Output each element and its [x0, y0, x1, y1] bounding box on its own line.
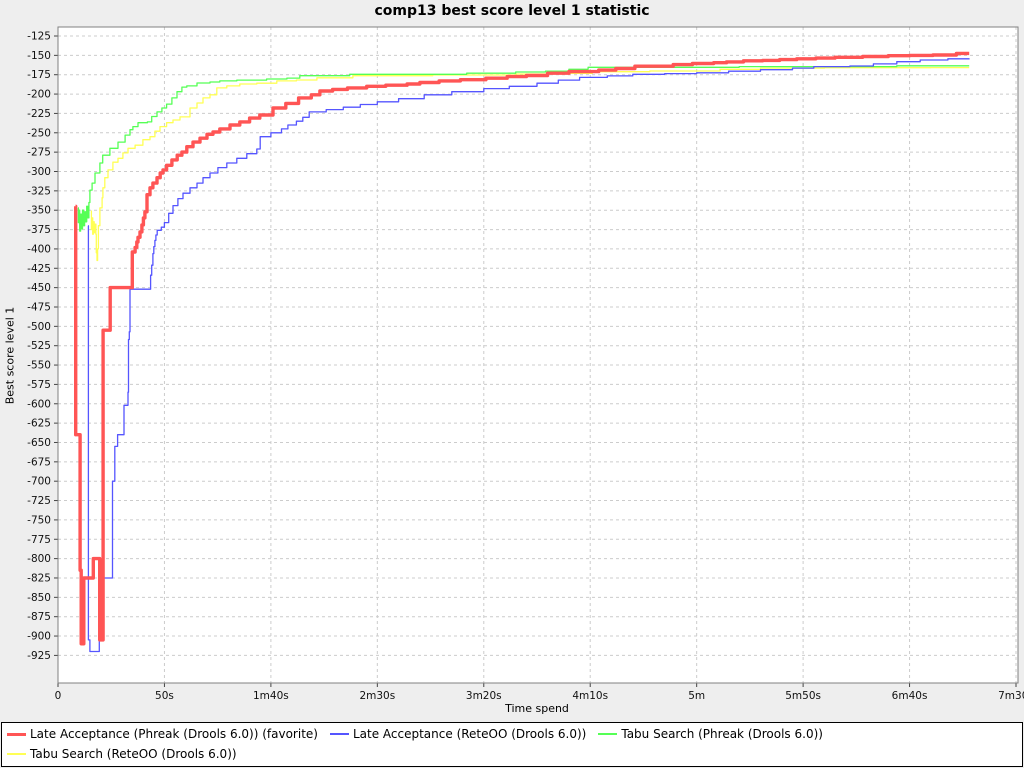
y-tick-label: -700 [27, 476, 51, 488]
axis-tick-labels: -125 -150 -175 -200 -225 -250 -275 -300 -325 -350… [27, 31, 1024, 703]
chart-title: comp13 best score level 1 statistic [374, 3, 650, 19]
x-tick-label: 5m [688, 690, 705, 702]
y-tick-label: -200 [27, 89, 51, 101]
y-tick-label: -125 [27, 31, 51, 43]
y-tick-label: -475 [27, 301, 51, 313]
y-tick-label: -225 [27, 108, 51, 120]
gridlines [57, 27, 1018, 683]
x-axis-label: Time spend [505, 702, 569, 715]
series-line-tabu-search-reteoo [90, 66, 970, 262]
y-tick-label: -275 [27, 147, 51, 159]
y-tick-label: -500 [27, 321, 51, 333]
y-tick-label: -375 [27, 224, 51, 236]
y-tick-label: -350 [27, 205, 51, 217]
y-tick-label: -550 [27, 360, 51, 372]
y-tick-label: -600 [27, 398, 51, 410]
legend-marker-yellow-line [7, 753, 26, 755]
legend-marker-red-line [7, 732, 26, 736]
x-tick-label: 0 [55, 690, 62, 702]
y-tick-label: -150 [27, 50, 51, 62]
y-tick-label: -925 [27, 650, 51, 662]
x-tick-label: 7m30s [998, 690, 1024, 702]
y-tick-label: -300 [27, 166, 51, 178]
y-tick-label: -450 [27, 282, 51, 294]
y-tick-label: -425 [27, 263, 51, 275]
y-tick-label: -800 [27, 553, 51, 565]
plot-background [58, 27, 1018, 683]
y-tick-label: -175 [27, 69, 51, 81]
y-tick-label: -875 [27, 611, 51, 623]
y-tick-label: -250 [27, 127, 51, 139]
y-tick-label: -400 [27, 243, 51, 255]
y-tick-label: -525 [27, 340, 51, 352]
y-tick-label: -650 [27, 437, 51, 449]
legend-item-tabu-search-reteoo: Tabu Search (ReteOO (Drools 6.0)) [7, 744, 237, 764]
legend-label: Late Acceptance (Phreak (Drools 6.0)) (f… [30, 727, 318, 741]
legend-item-late-acceptance-reteoo: Late Acceptance (ReteOO (Drools 6.0)) [329, 724, 587, 744]
plot-border [57, 26, 1019, 684]
plot-area: -125 -150 -175 -200 -225 -250 -275 -300 -325 -350… [27, 26, 1024, 703]
y-tick-label: -900 [27, 631, 51, 643]
y-tick-label: -725 [27, 495, 51, 507]
series-line-tabu-search-phreak [77, 65, 970, 232]
axis-ticks [54, 35, 1017, 687]
legend-label: Tabu Search (Phreak (Drools 6.0)) [621, 727, 823, 741]
y-tick-label: -750 [27, 514, 51, 526]
legend-box: Late Acceptance (Phreak (Drools 6.0)) (f… [1, 722, 1023, 767]
x-tick-label: 2m30s [359, 690, 395, 702]
legend-item-tabu-search-phreak: Tabu Search (Phreak (Drools 6.0)) [598, 724, 823, 744]
y-tick-label: -775 [27, 534, 51, 546]
x-tick-label: 3m20s [466, 690, 502, 702]
series-line-late-acceptance-phreak [74, 51, 970, 646]
y-tick-label: -325 [27, 185, 51, 197]
series-line-late-acceptance-reteoo [87, 58, 970, 653]
x-tick-label: 5m50s [785, 690, 821, 702]
x-tick-label: 1m40s [253, 690, 289, 702]
x-tick-label: 50s [155, 690, 174, 702]
series-lines [74, 51, 970, 653]
y-tick-label: -675 [27, 456, 51, 468]
y-axis-label: Best score level 1 [3, 306, 17, 405]
legend-marker-green-line [598, 733, 618, 735]
legend-label: Late Acceptance (ReteOO (Drools 6.0)) [352, 727, 587, 741]
x-tick-label: 4m10s [572, 690, 608, 702]
y-tick-label: -625 [27, 418, 51, 430]
legend-item-late-acceptance-phreak: Late Acceptance (Phreak (Drools 6.0)) (f… [7, 724, 318, 744]
y-tick-label: -850 [27, 592, 51, 604]
y-tick-label: -825 [27, 572, 51, 584]
legend-marker-blue-line [329, 733, 349, 735]
x-tick-label: 6m40s [892, 690, 928, 702]
plot-area-wrapper: -125 -150 -175 -200 -225 -250 -275 -300 -325 -350… [27, 26, 1024, 703]
legend-label: Tabu Search (ReteOO (Drools 6.0)) [30, 747, 237, 761]
y-tick-label: -575 [27, 379, 51, 391]
